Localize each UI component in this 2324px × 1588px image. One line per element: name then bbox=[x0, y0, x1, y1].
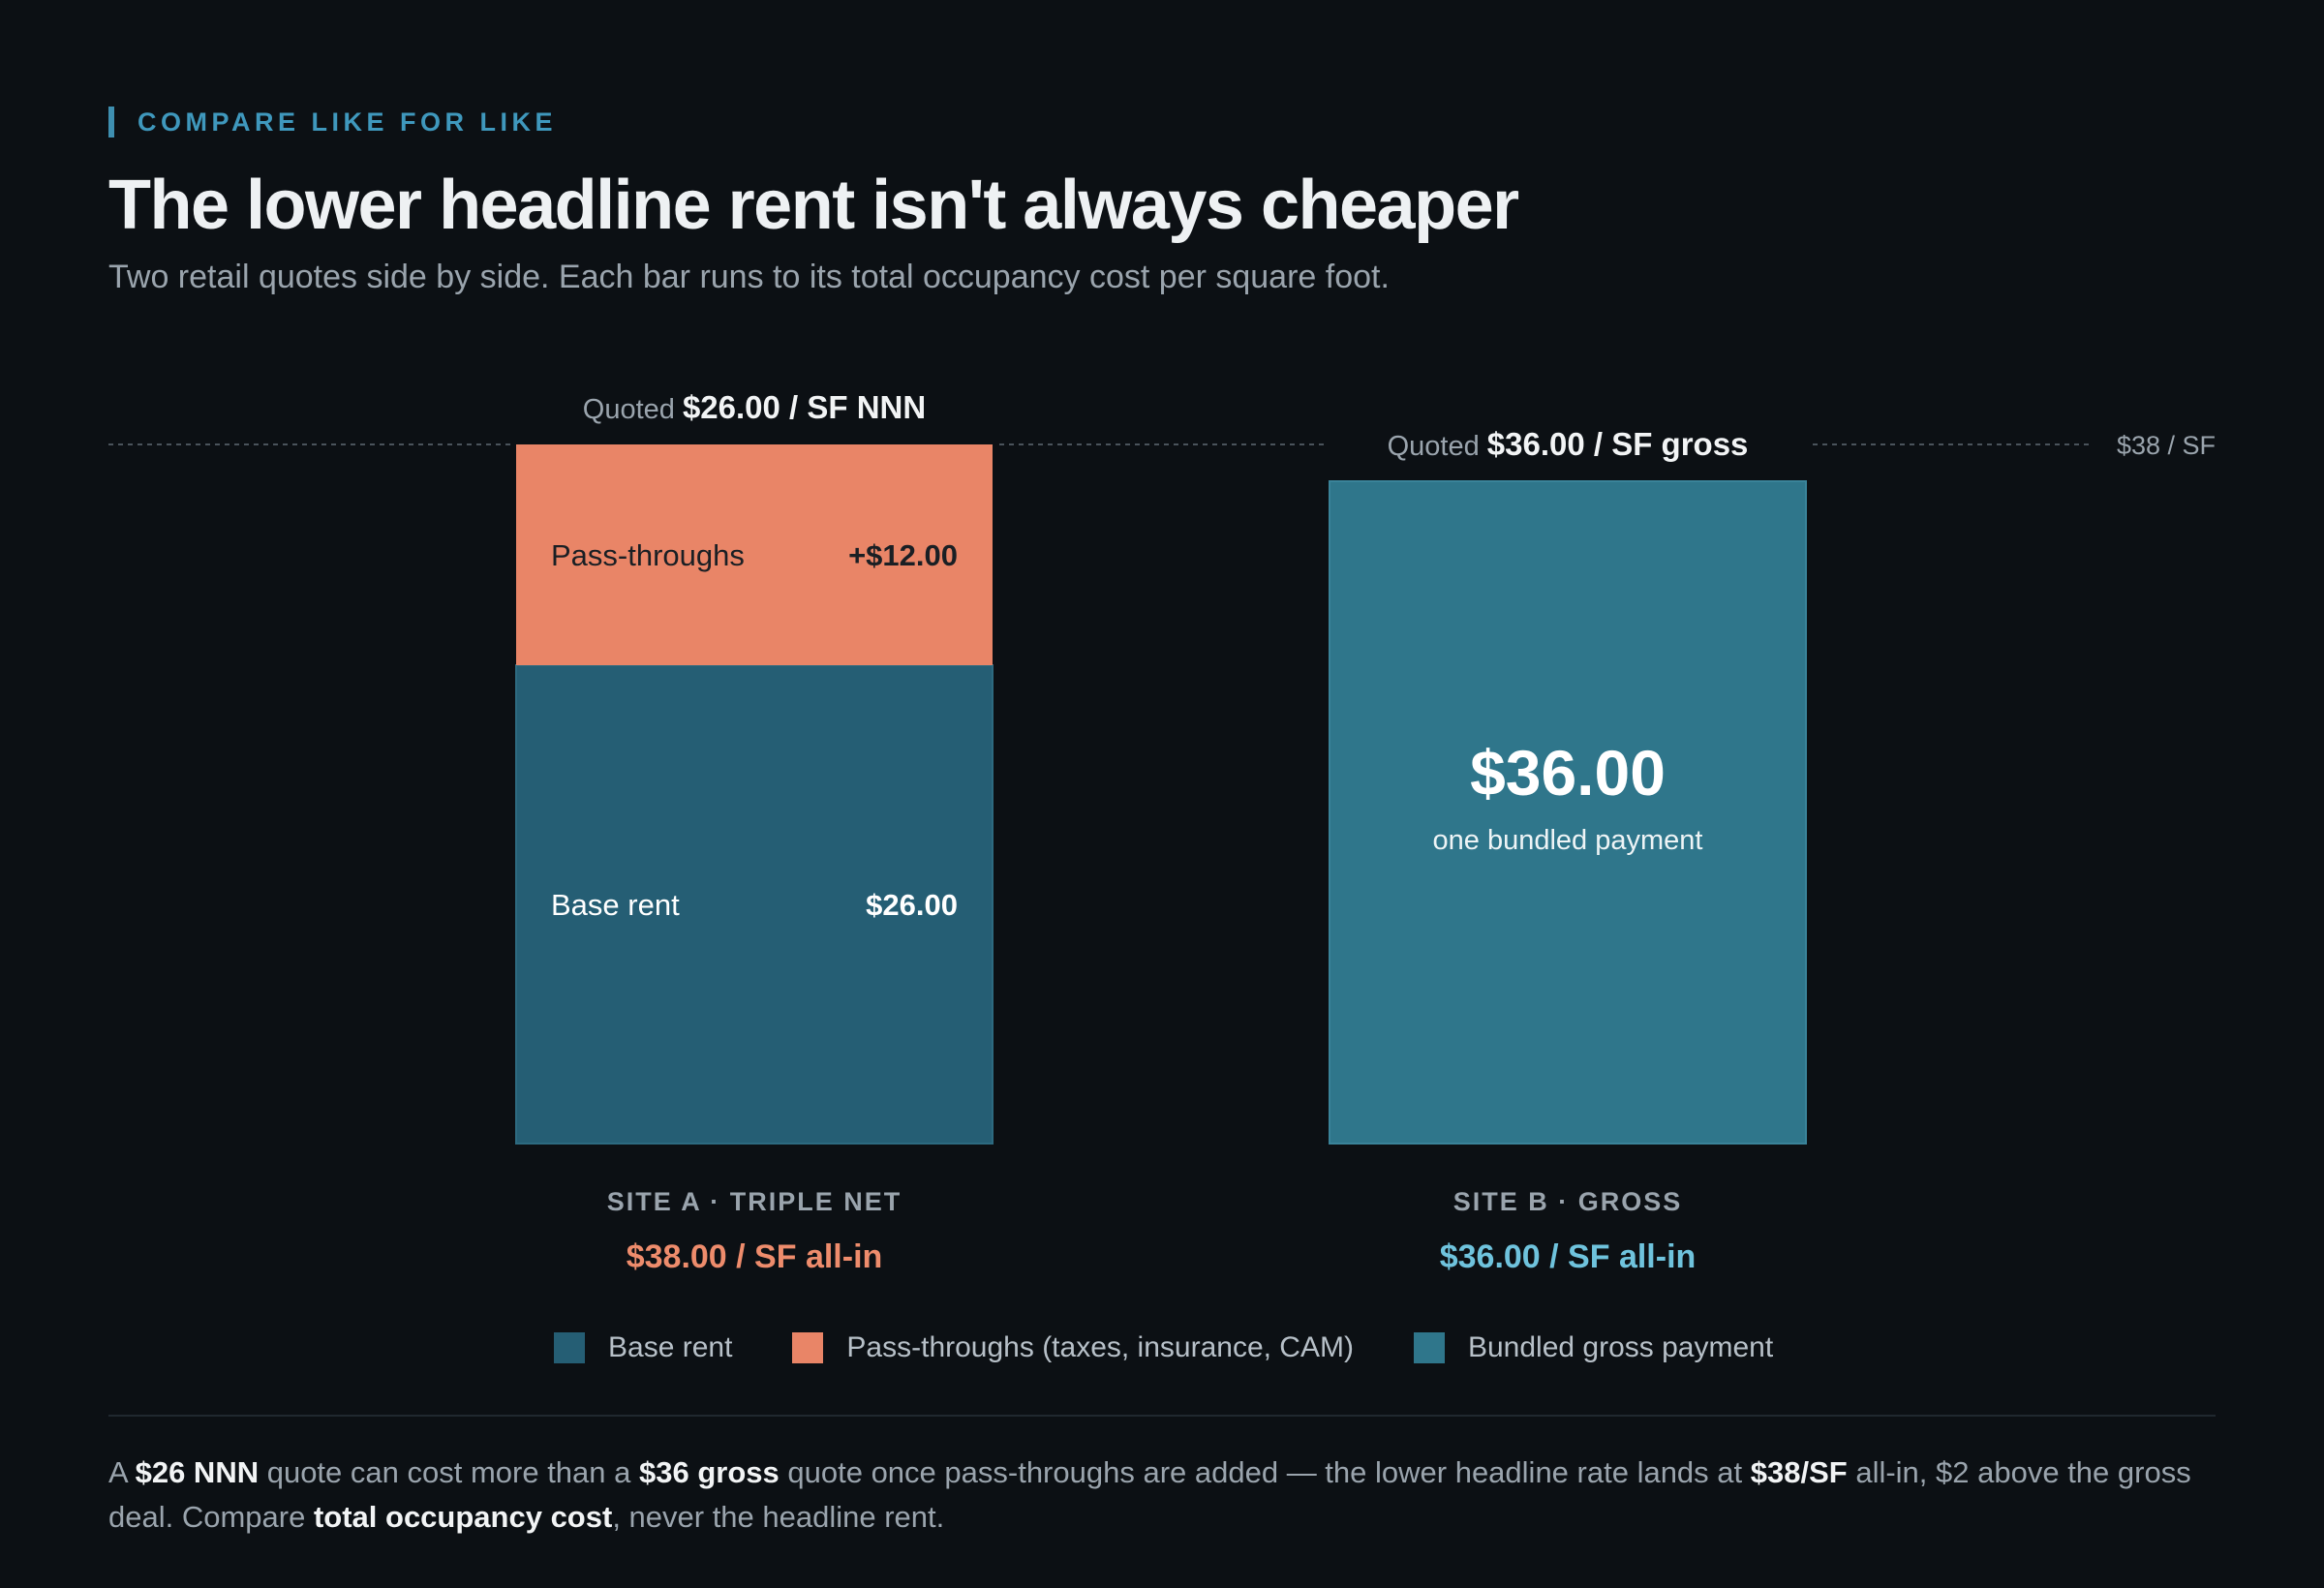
footnote: A $26 NNN quote can cost more than a $36… bbox=[108, 1451, 2216, 1540]
segment-label-pass-throughs: Pass-throughs bbox=[551, 538, 745, 572]
chart-legend: Base rent Pass-throughs (taxes, insuranc… bbox=[554, 1327, 1773, 1369]
bar-value-site-b: $36.00 bbox=[1470, 737, 1666, 809]
legend-swatch-pass-throughs bbox=[792, 1332, 824, 1363]
footnote-text: all-in, $2 above the gross deal. Compare bbox=[108, 1455, 2191, 1534]
legend-label-bundled-gross: Bundled gross payment bbox=[1467, 1331, 1774, 1363]
segment-value-base-rent: $26.00 bbox=[866, 888, 958, 922]
stacked-bar-chart: $38 / SF Pass-throughs +$12.00 Base rent $26… bbox=[108, 389, 2216, 1275]
category-label-site-b: SITE B · GROSS bbox=[1453, 1187, 1683, 1216]
all-in-label-site-b: $36.00 / SF all-in bbox=[1440, 1238, 1697, 1275]
bar-caption-site-b: one bundled payment bbox=[1433, 825, 1703, 856]
legend-item-pass-throughs: Pass-throughs (taxes, insurance, CAM) bbox=[792, 1331, 1354, 1364]
eyebrow-label: COMPARE LIKE FOR LIKE bbox=[108, 107, 557, 137]
category-label-site-a: SITE A · TRIPLE NET bbox=[607, 1187, 902, 1216]
quote-value-site-a: $26.00 / SF NNN bbox=[683, 389, 926, 425]
quote-value-site-b: $36.00 / SF gross bbox=[1487, 426, 1749, 462]
segment-value-pass-throughs: +$12.00 bbox=[848, 538, 958, 572]
page-subtitle: Two retail quotes side by side. Each bar… bbox=[108, 259, 1390, 295]
page-title: The lower headline rent isn't always che… bbox=[108, 167, 1519, 244]
reference-line-label: $38 / SF bbox=[2117, 431, 2216, 460]
footnote-text: , never the headline rent. bbox=[612, 1500, 945, 1534]
quote-label-site-a: Quoted $26.00 / SF NNN bbox=[583, 389, 926, 425]
quote-prefix-site-b: Quoted bbox=[1388, 431, 1487, 462]
all-in-label-site-a: $38.00 / SF all-in bbox=[627, 1238, 883, 1275]
bar-segment-base-rent bbox=[515, 664, 994, 1145]
footnote-text: quote once pass-throughs are added — the… bbox=[779, 1455, 1751, 1489]
legend-item-bundled-gross: Bundled gross payment bbox=[1413, 1331, 1774, 1364]
bar-segment-pass-throughs bbox=[516, 444, 993, 665]
footnote-text: quote can cost more than a bbox=[259, 1455, 639, 1489]
footnote-emphasis-nnn: $26 NNN bbox=[135, 1455, 260, 1489]
bar-bundled-gross bbox=[1329, 480, 1807, 1145]
footnote-text: A bbox=[108, 1455, 136, 1489]
segment-label-base-rent: Base rent bbox=[551, 888, 680, 922]
legend-swatch-bundled-gross bbox=[1413, 1332, 1445, 1363]
legend-swatch-base-rent bbox=[554, 1332, 585, 1363]
quote-prefix-site-a: Quoted bbox=[583, 394, 683, 425]
footnote-emphasis-gross: $36 gross bbox=[639, 1455, 780, 1489]
legend-item-base-rent: Base rent bbox=[554, 1331, 732, 1364]
footnote-divider bbox=[108, 1415, 2216, 1417]
footnote-emphasis-all-in: $38/SF bbox=[1750, 1455, 1848, 1489]
quote-label-site-b: Quoted $36.00 / SF gross bbox=[1388, 426, 1749, 462]
footnote-emphasis-total-cost: total occupancy cost bbox=[313, 1500, 613, 1534]
reference-line-gap bbox=[1324, 441, 1812, 448]
legend-label-pass-throughs: Pass-throughs (taxes, insurance, CAM) bbox=[846, 1331, 1354, 1363]
legend-label-base-rent: Base rent bbox=[608, 1331, 733, 1363]
